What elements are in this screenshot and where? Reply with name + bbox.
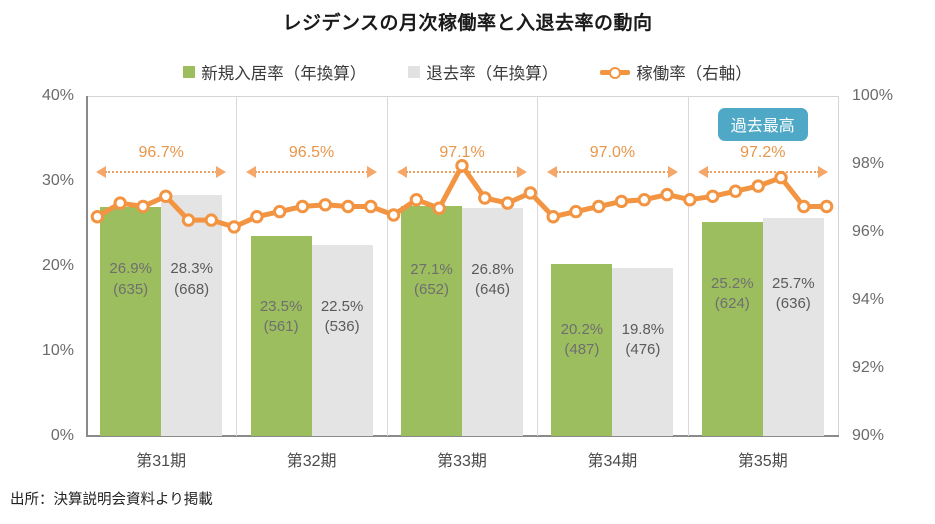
bar-label-new-occupancy: 27.1% (652): [410, 261, 453, 299]
x-axis-label: 第32期: [286, 453, 337, 470]
right-axis-tick: 96%: [852, 223, 885, 240]
page-title: レジデンスの月次稼働率と入退去率の動向: [282, 13, 653, 34]
annotation-arrow: [96, 166, 227, 178]
annotation-label: 97.1%: [439, 144, 485, 161]
right-axis-tick: 100%: [852, 87, 893, 104]
bar-new-occupancy: [701, 221, 763, 436]
left-axis-tick: 30%: [41, 172, 74, 189]
bar-label-move-out: 28.3% (668): [170, 260, 213, 298]
left-axis-tick: 40%: [41, 87, 74, 104]
left-axis-tick: 0%: [50, 427, 74, 444]
annotation-arrow: [396, 166, 528, 178]
left-axis-line: [86, 96, 88, 436]
legend-label-new-occupancy: 新規入居率（年換算）: [201, 65, 367, 83]
legend-label-move-out: 退去率（年換算）: [426, 65, 559, 83]
x-axis-label: 第33期: [437, 453, 487, 470]
legend-label-occupancy-rate: 稼働率（右軸）: [636, 65, 752, 83]
right-axis-tick: 92%: [852, 359, 885, 376]
plot-right-border: [838, 96, 839, 436]
bar-label-move-out: 19.8% (476): [621, 320, 665, 358]
annotation-label: 97.0%: [589, 144, 636, 161]
bar-label-new-occupancy: 25.2% (624): [711, 274, 754, 313]
annotation-label: 96.5%: [288, 144, 335, 161]
bar-new-occupancy: [551, 264, 613, 436]
left-axis-tick: 20%: [41, 257, 74, 274]
bar-label-move-out: 26.8% (646): [471, 261, 514, 299]
green-square-icon: [183, 66, 196, 78]
x-axis-label: 第35期: [737, 453, 788, 470]
left-axis-tick: 10%: [41, 342, 74, 359]
group-separator: [537, 96, 539, 436]
bar-label-move-out: 22.5% (536): [320, 297, 364, 335]
group-separator: [386, 96, 388, 436]
bar-move-out: [311, 244, 373, 436]
bar-move-out: [612, 267, 674, 436]
bar-move-out: [762, 217, 824, 436]
annotation-arrow: [697, 166, 828, 178]
annotation-arrow: [246, 166, 377, 178]
legend-item-occupancy-rate: 稼働率（右軸）: [600, 60, 752, 84]
bar-label-new-occupancy: 20.2% (487): [560, 320, 604, 358]
chart-legend: 新規入居率（年換算） 退去率（年換算） 稼働率（右軸）: [0, 60, 935, 84]
bar-new-occupancy: [100, 207, 162, 436]
bar-label-new-occupancy: 23.5% (561): [259, 297, 303, 335]
right-axis-tick: 90%: [852, 427, 885, 444]
legend-item-move-out: 退去率（年換算）: [408, 60, 558, 84]
annotation-label: 97.2%: [740, 144, 786, 161]
x-axis-label: 第31期: [136, 453, 187, 470]
right-axis-tick: 94%: [852, 291, 885, 308]
group-separator: [236, 96, 238, 436]
bar-move-out: [161, 195, 223, 436]
bar-label-new-occupancy: 26.9% (635): [109, 260, 152, 298]
gray-square-icon: [408, 66, 421, 78]
bar-label-move-out: 25.7% (636): [772, 274, 815, 313]
group-separator: [687, 96, 689, 436]
annotation-arrow: [547, 166, 678, 178]
x-axis-label: 第34期: [587, 453, 638, 470]
bar-new-occupancy: [250, 236, 312, 436]
bar-new-occupancy: [401, 205, 462, 436]
legend-item-new-occupancy: 新規入居率（年換算）: [183, 60, 366, 84]
source-note: 出所：決算説明会資料より掲載: [10, 492, 213, 508]
annotation-label: 96.7%: [138, 144, 184, 161]
right-axis-tick: 98%: [852, 155, 885, 172]
status-badge: 過去最高: [717, 108, 808, 141]
bar-move-out: [462, 208, 523, 436]
line-marker-icon: [600, 66, 631, 79]
